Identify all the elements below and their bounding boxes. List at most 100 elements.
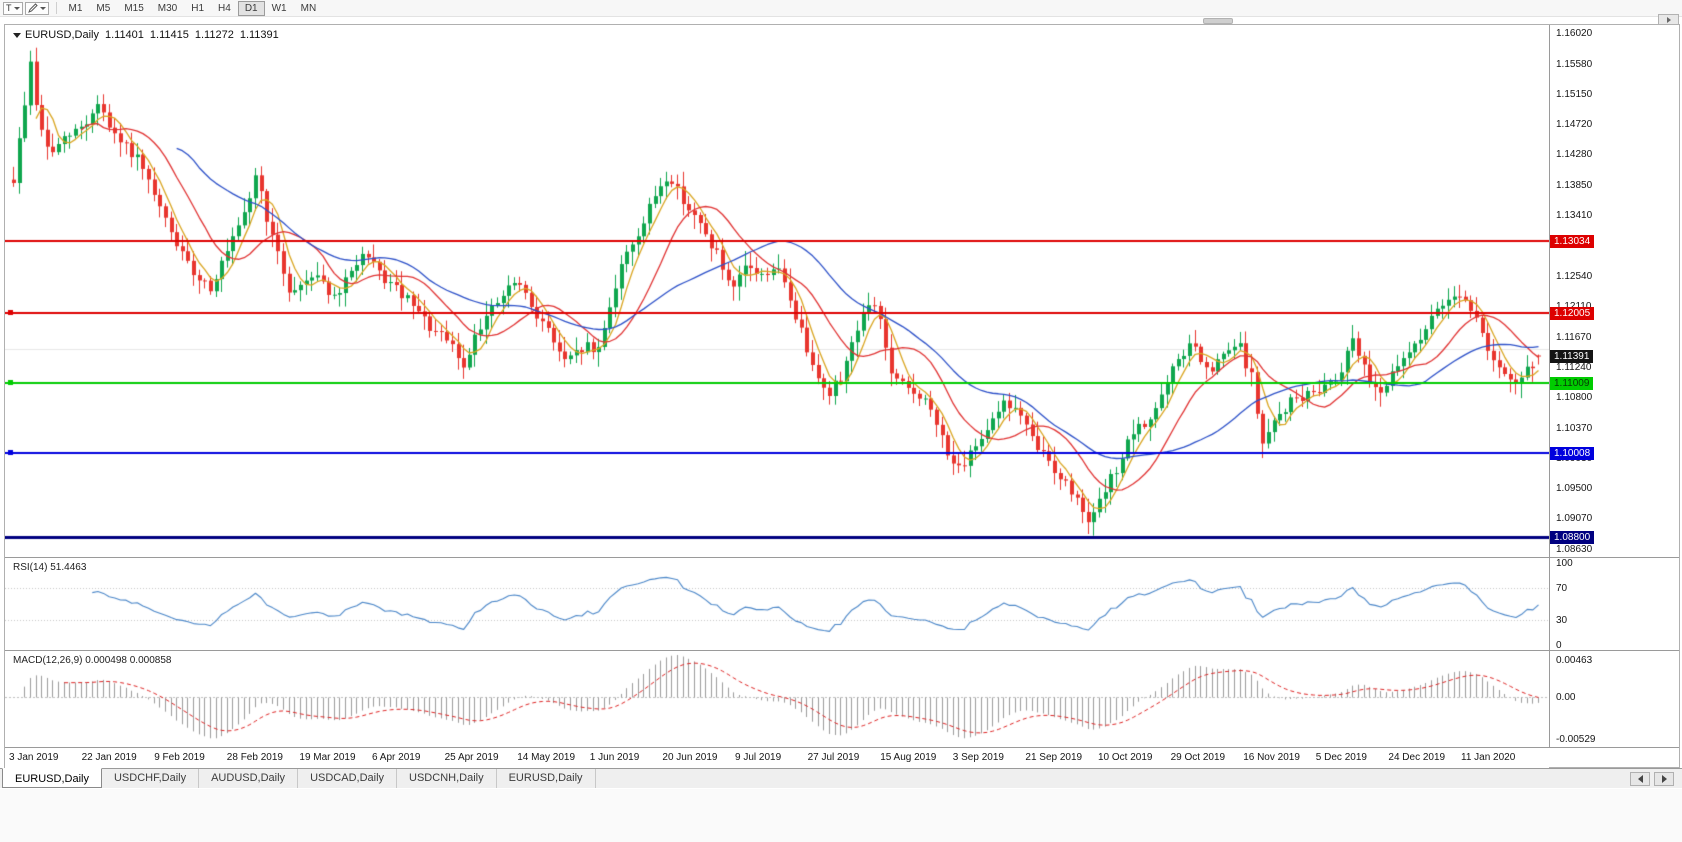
template-button[interactable]: T [3, 1, 23, 15]
date-label: 27 Jul 2019 [807, 752, 860, 763]
pane-separator [5, 747, 1679, 748]
draw-tool-button[interactable] [24, 1, 49, 15]
price-badge-1-13034: 1.13034 [1550, 235, 1595, 249]
timeframe-button-d1[interactable]: D1 [237, 0, 265, 16]
price-axis-separator[interactable] [1549, 25, 1550, 748]
pane-separator[interactable] [5, 557, 1679, 558]
rsi-indicator-label: RSI(14) 51.4463 [13, 562, 86, 573]
main-chart-canvas[interactable] [5, 25, 1549, 557]
date-label: 6 Apr 2019 [372, 752, 421, 763]
date-label: 5 Dec 2019 [1315, 752, 1367, 763]
timeframe-button-m5[interactable]: M5 [96, 2, 111, 14]
tab-audusd-daily[interactable]: AUDUSD,Daily [199, 769, 299, 788]
tab-eurusd-daily[interactable]: EURUSD,Daily [497, 769, 596, 788]
macd-name: MACD(12,26,9) [13, 655, 83, 666]
date-label: 24 Dec 2019 [1388, 752, 1446, 763]
template-icon: T [6, 3, 12, 13]
macd-indicator-label: MACD(12,26,9) 0.000498 0.000858 [13, 655, 171, 666]
tab-usdcnh-daily[interactable]: USDCNH,Daily [397, 769, 497, 788]
price-badge-1-11009: 1.11009 [1550, 376, 1594, 390]
date-label: 29 Oct 2019 [1170, 752, 1226, 763]
rsi-scale-label: 30 [1556, 615, 1568, 627]
arrow-right-icon [1661, 775, 1667, 783]
chart-tab-bar: EURUSD,Daily USDCHF,Daily AUDUSD,Daily USDC… [0, 768, 1682, 788]
symbol-label: EURUSD,Daily [25, 29, 99, 41]
arrow-left-icon [1637, 775, 1643, 783]
pane-separator[interactable] [5, 650, 1679, 651]
price-tick-label: 1.09070 [1556, 513, 1593, 525]
macd-scale-label: -0.00529 [1556, 734, 1596, 745]
date-label: 11 Jan 2020 [1461, 752, 1516, 763]
ohlc-open: 1.11401 [104, 29, 144, 41]
chart-window: EURUSD,Daily 1.11401 1.11415 1.11272 1.1… [4, 24, 1680, 768]
chart-marker-icon [13, 32, 21, 38]
price-tick-label: 1.15150 [1556, 88, 1593, 100]
timeframe-button-mn[interactable]: MN [300, 2, 317, 14]
timeframe-button-m15[interactable]: M15 [124, 2, 144, 14]
date-label: 10 Oct 2019 [1098, 752, 1153, 763]
date-label: 16 Nov 2019 [1243, 752, 1300, 763]
price-tick-label: 1.12980 [1556, 240, 1593, 252]
chart-tabs: EURUSD,Daily USDCHF,Daily AUDUSD,Daily USDC… [2, 768, 596, 788]
ohlc-low: 1.11272 [194, 29, 234, 41]
ohlc-high: 1.11415 [149, 29, 189, 41]
timeframe-button-h1[interactable]: H1 [191, 2, 205, 14]
chart-hscrollbar[interactable] [4, 18, 1680, 24]
date-label: 9 Jul 2019 [735, 752, 782, 763]
date-label: 3 Sep 2019 [952, 752, 1004, 763]
price-badge-1-10008: 1.10008 [1550, 446, 1595, 460]
tabs-scroll-right-button[interactable] [1654, 772, 1674, 786]
price-badge-1-12005: 1.12005 [1550, 307, 1595, 321]
price-tick-label: 1.13410 [1556, 210, 1593, 222]
tab-usdchf-daily[interactable]: USDCHF,Daily [102, 769, 200, 788]
status-area [0, 789, 1682, 842]
price-badge-1-08800: 1.08800 [1550, 531, 1595, 545]
price-tick-label: 1.14280 [1556, 149, 1593, 161]
toolbar-separator [55, 2, 57, 14]
date-label: 9 Feb 2019 [154, 752, 205, 763]
hscrollbar-thumb[interactable] [1203, 18, 1233, 24]
rsi-canvas[interactable] [5, 558, 1549, 650]
rsi-name: RSI(14) [13, 562, 48, 573]
price-tick-label: 1.16020 [1556, 28, 1593, 39]
timeframe-button-h4[interactable]: H4 [218, 2, 231, 14]
pencil-icon [27, 3, 38, 13]
rsi-scale-label: 100 [1556, 558, 1573, 569]
price-tick-label: 1.15580 [1556, 58, 1593, 70]
macd-scale-label: 0.00 [1556, 691, 1576, 703]
date-label: 19 Mar 2019 [299, 752, 356, 763]
price-tick-label: 1.14720 [1556, 118, 1593, 130]
price-tick-label: 1.13850 [1556, 179, 1593, 191]
timeframe-button-w1[interactable]: W1 [271, 2, 287, 14]
date-label: 15 Aug 2019 [880, 752, 937, 763]
date-label: 3 Jan 2019 [9, 752, 59, 763]
timeframe-button-m30[interactable]: M30 [157, 2, 178, 14]
tabs-scroll-left-button[interactable] [1630, 772, 1650, 786]
macd-scale-label: 0.00463 [1556, 655, 1593, 666]
ohlc-close: 1.11391 [239, 29, 279, 41]
chevron-down-icon [39, 6, 46, 10]
date-axis[interactable]: 3 Jan 2019 22 Jan 2019 9 Feb 2019 28 Feb 20… [5, 748, 1549, 768]
date-label: 22 Jan 2019 [81, 752, 137, 763]
chart-title: EURUSD,Daily 1.11401 1.11415 1.11272 1.1… [13, 29, 279, 41]
date-label: 20 Jun 2019 [662, 752, 718, 763]
arrow-right-icon [1666, 16, 1671, 23]
tab-usdcad-daily[interactable]: USDCAD,Daily [298, 769, 398, 788]
price-tick-label: 1.11240 [1556, 361, 1592, 373]
price-badge-1-11391: 1.11391 [1550, 350, 1594, 364]
macd-values: 0.000498 0.000858 [85, 655, 172, 666]
rsi-scale-label: 70 [1556, 582, 1568, 594]
timeframe-toolbar: T M1 M5 M15 M30 H1 H4 D1 W1 MN [0, 0, 1682, 17]
macd-canvas[interactable] [5, 651, 1549, 747]
price-tick-label: 1.09930 [1556, 453, 1593, 465]
rsi-value: 51.4463 [50, 562, 87, 573]
date-label: 21 Sep 2019 [1025, 752, 1083, 763]
date-label: 28 Feb 2019 [226, 752, 283, 763]
timeframe-button-m1[interactable]: M1 [68, 2, 83, 14]
date-label: 1 Jun 2019 [589, 752, 640, 763]
tab-eurusd-daily[interactable]: EURUSD,Daily [2, 768, 102, 788]
date-label: 14 May 2019 [517, 752, 576, 763]
date-label: 25 Apr 2019 [444, 752, 499, 763]
price-tick-label: 1.09500 [1556, 483, 1593, 495]
